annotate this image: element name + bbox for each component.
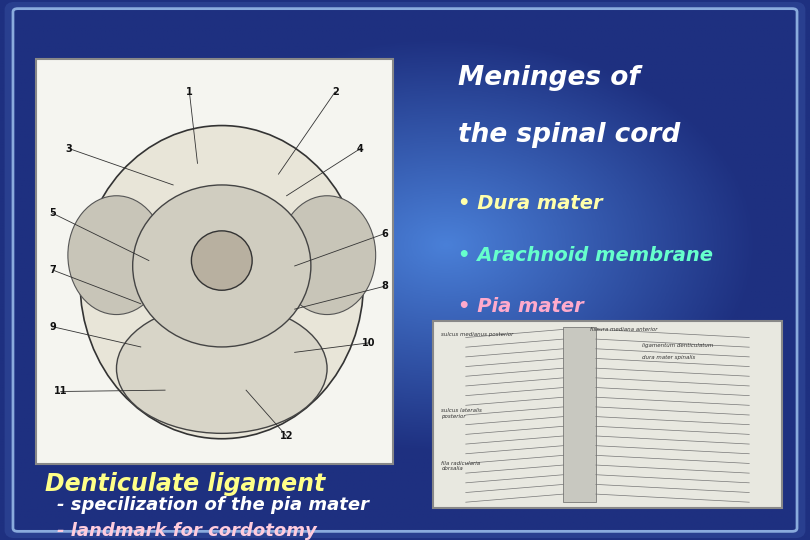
Text: 7: 7 bbox=[49, 265, 56, 275]
Ellipse shape bbox=[68, 195, 165, 314]
Text: 9: 9 bbox=[49, 322, 56, 332]
Bar bbox=[564, 327, 596, 502]
Text: 5: 5 bbox=[49, 208, 56, 218]
Text: • Dura mater: • Dura mater bbox=[458, 194, 603, 213]
Text: 2: 2 bbox=[332, 87, 339, 97]
Text: 12: 12 bbox=[279, 431, 293, 441]
Text: the spinal cord: the spinal cord bbox=[458, 122, 680, 147]
Text: 10: 10 bbox=[362, 338, 375, 348]
Ellipse shape bbox=[133, 185, 311, 347]
Bar bbox=[433, 321, 782, 508]
Text: 4: 4 bbox=[357, 144, 364, 153]
Text: 1: 1 bbox=[186, 87, 193, 97]
Text: 6: 6 bbox=[382, 228, 388, 239]
Ellipse shape bbox=[279, 195, 376, 314]
Text: - landmark for cordotomy: - landmark for cordotomy bbox=[57, 522, 317, 539]
Text: - specilization of the pia mater: - specilization of the pia mater bbox=[57, 496, 369, 514]
Text: • Pia mater: • Pia mater bbox=[458, 297, 583, 316]
Ellipse shape bbox=[80, 125, 364, 438]
FancyBboxPatch shape bbox=[8, 5, 802, 535]
Text: 8: 8 bbox=[382, 281, 388, 291]
Text: dura mater spinalis: dura mater spinalis bbox=[642, 355, 696, 360]
Text: fila radicularia
dorsalia: fila radicularia dorsalia bbox=[441, 461, 480, 471]
Ellipse shape bbox=[191, 231, 252, 290]
Text: 3: 3 bbox=[66, 144, 72, 153]
Text: sulcus medianus posterior: sulcus medianus posterior bbox=[441, 332, 514, 337]
Text: ligamentum denticulatum: ligamentum denticulatum bbox=[642, 343, 714, 348]
Text: • Arachnoid membrane: • Arachnoid membrane bbox=[458, 246, 713, 265]
Text: fissura mediana anterior: fissura mediana anterior bbox=[590, 327, 658, 332]
Bar bbox=[36, 59, 393, 464]
Text: 11: 11 bbox=[54, 387, 67, 396]
Text: sulcus lateralis
posterior: sulcus lateralis posterior bbox=[441, 408, 482, 419]
Text: Denticulate ligament: Denticulate ligament bbox=[45, 472, 325, 496]
Text: Meninges of: Meninges of bbox=[458, 65, 640, 91]
Ellipse shape bbox=[117, 303, 327, 433]
